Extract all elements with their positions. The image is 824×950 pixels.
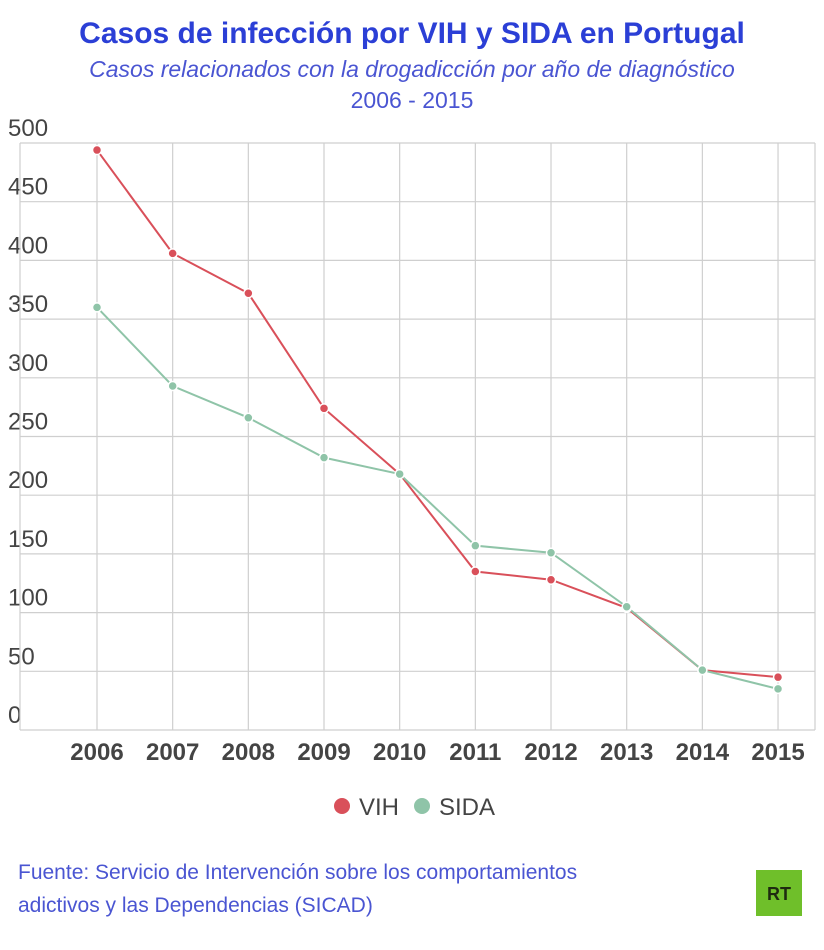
source: Fuente: Servicio de Intervención sobre l… <box>18 861 578 917</box>
legend-marker <box>334 798 350 814</box>
y-tick-label: 500 <box>8 115 48 142</box>
point <box>318 452 330 463</box>
point <box>697 664 708 676</box>
point <box>91 302 103 313</box>
y-tick-label: 250 <box>8 409 48 436</box>
y-tick-label: 0 <box>8 702 21 729</box>
x-tick-label: 2008 <box>222 739 275 766</box>
legend-label: SIDA <box>439 794 495 821</box>
logo: RT <box>767 884 791 904</box>
y-tick-label: 100 <box>8 585 48 612</box>
x-tick-label: 2014 <box>676 739 730 766</box>
chart-subtitle: Casos relacionados con la drogadicción p… <box>89 56 735 82</box>
chart-title: Casos de infección por VIH y SIDA en Por… <box>79 17 745 50</box>
y-tick-label: 150 <box>8 526 48 553</box>
point <box>243 288 254 299</box>
legend-label: VIH <box>359 794 399 821</box>
series-line <box>96 306 779 690</box>
point <box>243 412 254 423</box>
y-tick-label: 450 <box>8 174 48 201</box>
y-tick-label: 300 <box>8 350 48 377</box>
x-tick-label: 2015 <box>751 739 804 766</box>
point <box>470 566 481 577</box>
point <box>621 601 632 612</box>
point <box>167 380 178 392</box>
y-tick-label: 200 <box>8 467 48 494</box>
point <box>772 671 784 683</box>
x-tick-label: 2011 <box>449 739 501 766</box>
point <box>318 403 330 414</box>
point <box>167 248 178 259</box>
x-tick-label: 2013 <box>600 739 653 766</box>
point <box>394 468 405 480</box>
point <box>545 547 557 558</box>
legend-marker <box>414 798 430 814</box>
y-tick-label: 400 <box>8 232 48 259</box>
chart-period: 2006 - 2015 <box>351 87 474 113</box>
source-box: Fuente: Servicio de Intervención sobre l… <box>18 861 578 917</box>
point <box>545 574 557 585</box>
y-tick-label: 350 <box>8 291 48 318</box>
x-tick-label: 2006 <box>70 739 123 766</box>
logo-box <box>756 870 802 916</box>
point <box>91 144 103 156</box>
y-tick-label: 50 <box>8 643 35 670</box>
point <box>470 540 481 551</box>
x-tick-label: 2007 <box>146 739 199 766</box>
x-tick-label: 2012 <box>524 739 577 766</box>
x-tick-label: 2009 <box>297 739 350 766</box>
point <box>772 683 784 695</box>
x-tick-label: 2010 <box>373 739 426 766</box>
